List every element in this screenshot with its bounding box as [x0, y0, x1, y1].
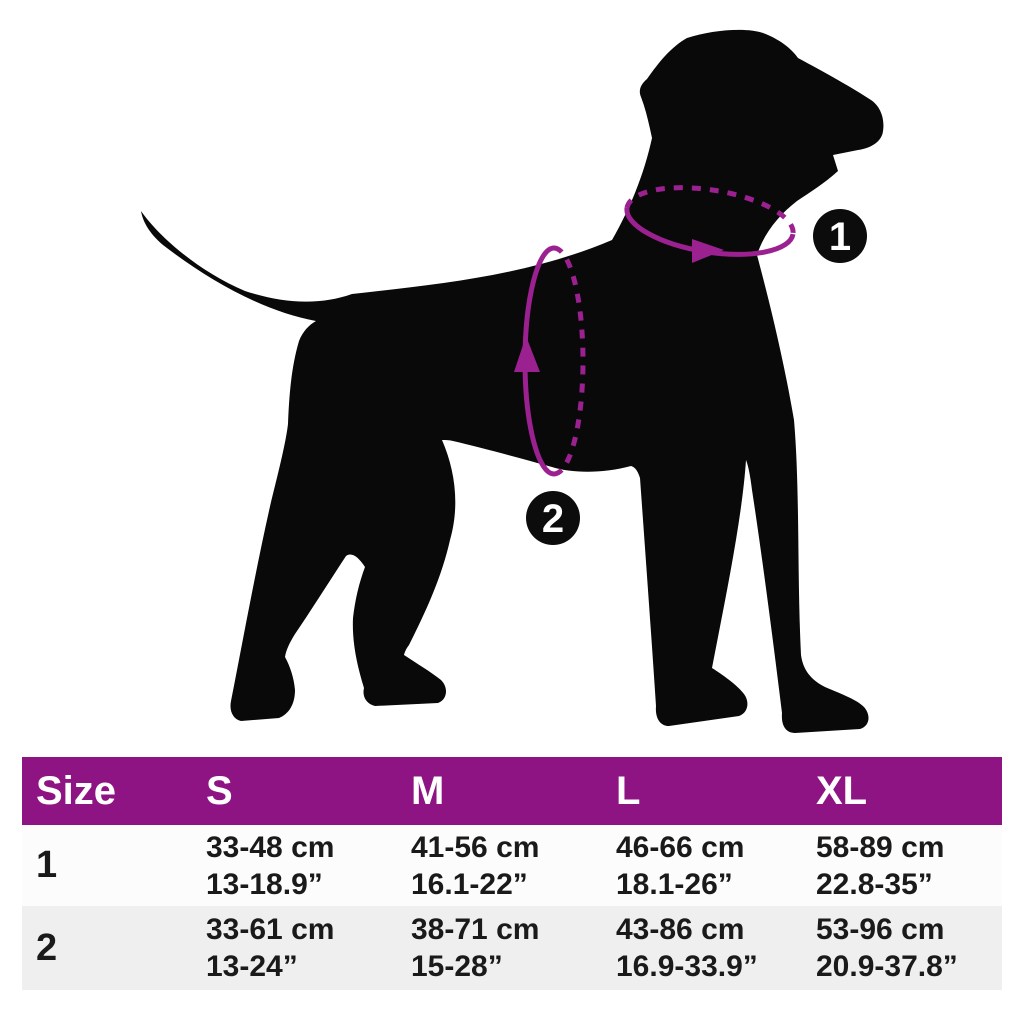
row-2-label: 2	[36, 926, 58, 969]
chest-ellipse-dashed-arc	[553, 245, 586, 477]
row-1-size-m: 41-56 cm 16.1-22”	[411, 830, 540, 901]
row-1-size-l: 46-66 cm 18.1-26”	[616, 830, 745, 901]
marker-1-number: 1	[829, 215, 851, 259]
chest-measure-arrow-icon	[514, 336, 540, 372]
row-2-size-s: 33-61 cm 13-24”	[206, 913, 335, 983]
size-table-header: Size S M L XL	[22, 757, 1002, 825]
marker-2-badge: 2	[526, 491, 580, 545]
table-row-1: 1 33-48 cm 13-18.9” 41-56 cm 16.1-22” 46…	[22, 825, 1002, 906]
header-xl: XL	[816, 768, 868, 813]
dog-silhouette-icon	[141, 29, 884, 733]
header-size: Size	[36, 768, 117, 813]
row-2-size-l: 43-86 cm 16.9-33.9”	[616, 913, 758, 983]
header-l: L	[616, 768, 641, 813]
marker-2-number: 2	[542, 497, 564, 541]
row-1-size-xl: 58-89 cm 22.8-35”	[816, 830, 945, 901]
row-1-label: 1	[36, 844, 58, 886]
marker-1-badge: 1	[813, 209, 867, 263]
row-1-size-s: 33-48 cm 13-18.9”	[206, 830, 335, 901]
neck-measure-arrow-icon	[692, 239, 724, 263]
neck-ellipse-dashed-arc	[624, 185, 796, 235]
row-2-size-m: 38-71 cm 15-28”	[411, 913, 540, 983]
table-row-2: 2 33-61 cm 13-24” 38-71 cm 15-28” 43-86 …	[22, 906, 1002, 990]
header-m: M	[411, 768, 445, 813]
row-2-size-xl: 53-96 cm 20.9-37.8”	[816, 913, 958, 983]
header-s: S	[206, 768, 233, 813]
size-table: Size S M L XL 1 33-48 cm 13-18.9” 41-56 …	[22, 757, 1002, 990]
